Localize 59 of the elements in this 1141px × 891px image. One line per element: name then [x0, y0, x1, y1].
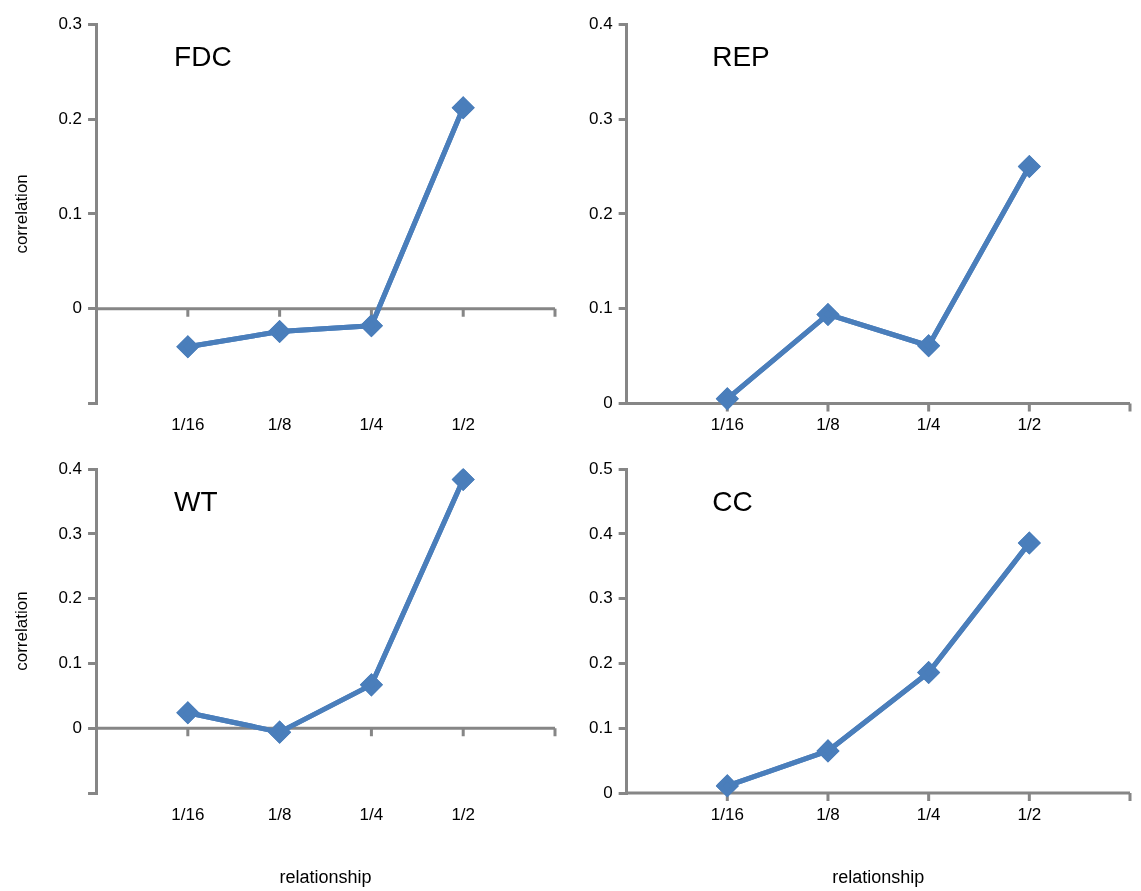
point	[1018, 532, 1040, 554]
y-axis-title: correlation	[11, 174, 31, 254]
y-tick-label: 0.1	[588, 717, 613, 737]
text: FDC	[174, 40, 232, 72]
y-tick-label: 0	[603, 393, 613, 413]
x-tick-label: 1/8	[816, 415, 840, 435]
x-tick-label: 1/4	[359, 804, 384, 824]
point	[1018, 155, 1040, 177]
point	[716, 775, 738, 797]
point	[817, 740, 839, 762]
point	[360, 315, 382, 337]
y-tick-label: 0	[72, 717, 83, 737]
point	[269, 321, 291, 343]
point	[360, 674, 382, 696]
point	[716, 388, 738, 410]
y-tick-label: 0.1	[58, 653, 83, 673]
x-tick-label: 1/2	[1017, 804, 1042, 824]
y-tick-label: 0.2	[58, 108, 83, 128]
x-tick-label: 1/16	[171, 415, 205, 435]
y-tick-label: 0.3	[58, 523, 83, 543]
y-tick-label: 0.4	[588, 13, 613, 33]
y-tick-label: 0	[603, 782, 613, 802]
y-tick-label: 0.4	[588, 523, 613, 543]
y-tick-label: 0.2	[58, 588, 83, 608]
text: REP	[712, 40, 770, 72]
point	[452, 97, 474, 119]
x-tick-label: 1/8	[267, 804, 292, 824]
x-tick-label: 1/2	[451, 415, 476, 435]
y-tick-label: 0.3	[588, 588, 613, 608]
x-axis-title: relationship	[279, 867, 372, 888]
x-tick-label: 1/16	[171, 804, 205, 824]
x-tick-label: 1/2	[451, 804, 476, 824]
point	[269, 721, 291, 743]
x-tick-label: 1/8	[816, 804, 840, 824]
text: CC	[712, 485, 753, 517]
y-tick-label: 0.4	[58, 458, 83, 478]
x-axis-title: relationship	[832, 867, 925, 888]
x-tick-label: 1/16	[710, 415, 744, 435]
x-tick-label: 1/4	[916, 804, 941, 824]
y-tick-label: 0.3	[588, 108, 613, 128]
y-tick-label: 0.1	[58, 203, 83, 223]
y-tick-label: 0	[72, 298, 83, 318]
point	[918, 335, 940, 357]
x-tick-label: 1/16	[710, 804, 744, 824]
x-tick-label: 1/4	[359, 415, 384, 435]
x-tick-label: 1/4	[916, 415, 941, 435]
text: WT	[174, 485, 218, 517]
y-tick-label: 0.2	[588, 653, 613, 673]
y-tick-label: 0.3	[58, 13, 83, 33]
point	[177, 336, 199, 358]
point	[918, 662, 940, 684]
y-tick-label: 0.1	[588, 298, 613, 318]
point	[817, 303, 839, 325]
y-tick-label: 0.2	[588, 203, 613, 223]
y-axis-title: correlation	[11, 591, 31, 671]
point	[177, 702, 199, 724]
y-tick-label: 0.5	[588, 458, 613, 478]
x-tick-label: 1/2	[1017, 415, 1042, 435]
x-tick-label: 1/8	[267, 415, 292, 435]
